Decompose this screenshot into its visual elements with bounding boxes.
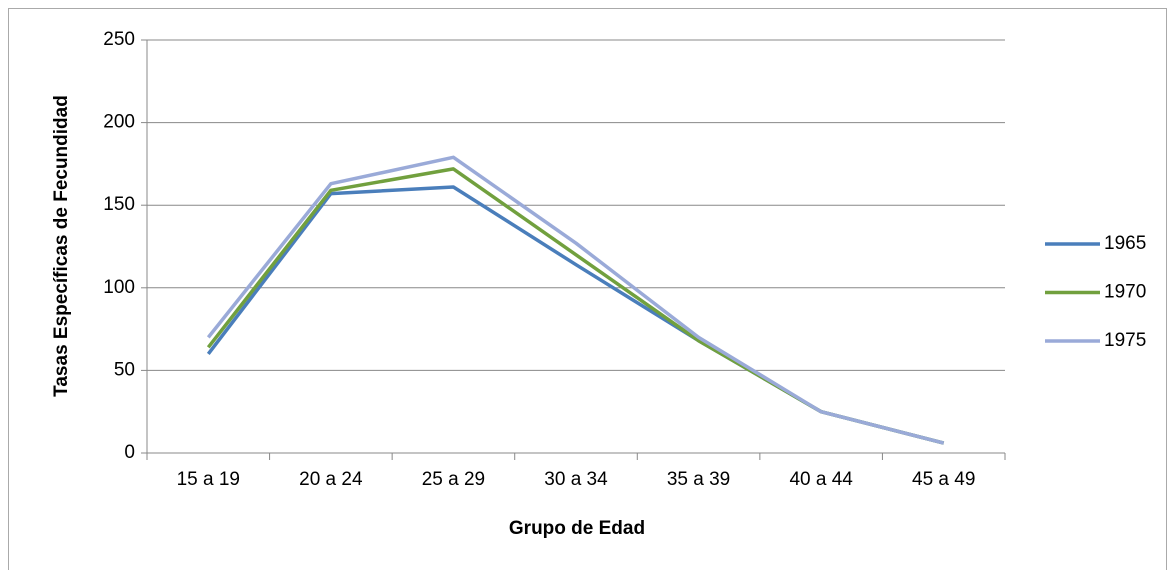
y-tick-label: 50: [114, 359, 135, 380]
x-tick-label: 45 a 49: [912, 469, 975, 490]
y-tick-label: 250: [103, 29, 135, 50]
x-axis-title: Grupo de Edad: [509, 518, 645, 539]
x-tick-label: 35 a 39: [667, 469, 730, 490]
series-line: [206, 185, 945, 445]
legend-label: 1975: [1104, 330, 1146, 351]
x-tick-label: 30 a 34: [544, 469, 608, 490]
x-tick-label: 20 a 24: [299, 469, 363, 490]
series-line: [206, 155, 945, 445]
y-axis-title: Tasas Específicas de Fecundidad: [51, 95, 72, 397]
x-tick-label: 25 a 29: [422, 469, 485, 490]
y-tick-label: 0: [124, 442, 135, 463]
x-tick-label: 40 a 44: [789, 469, 853, 490]
legend-label: 1965: [1104, 233, 1146, 254]
y-tick-label: 100: [103, 277, 135, 298]
chart-border: [8, 8, 1167, 570]
y-tick-label: 200: [103, 112, 135, 133]
y-tick-label: 150: [103, 194, 135, 215]
x-tick-label: 15 a 19: [177, 469, 240, 490]
legend-label: 1970: [1104, 282, 1146, 303]
